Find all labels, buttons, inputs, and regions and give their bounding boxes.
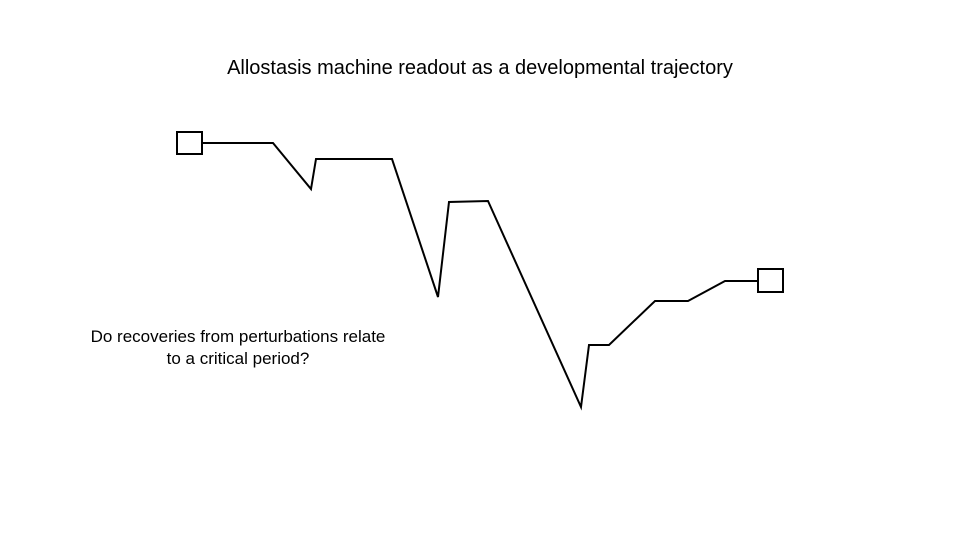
slide-title: Allostasis machine readout as a developm… (227, 57, 733, 79)
research-question-line-1: Do recoveries from perturbations relate (90, 327, 386, 346)
start-marker-box (176, 131, 203, 155)
end-marker-box (757, 268, 784, 293)
trajectory-line (202, 142, 758, 411)
research-question: Do recoveries from perturbations relate … (60, 326, 416, 370)
research-question-line-2: to a critical period? (166, 349, 310, 368)
